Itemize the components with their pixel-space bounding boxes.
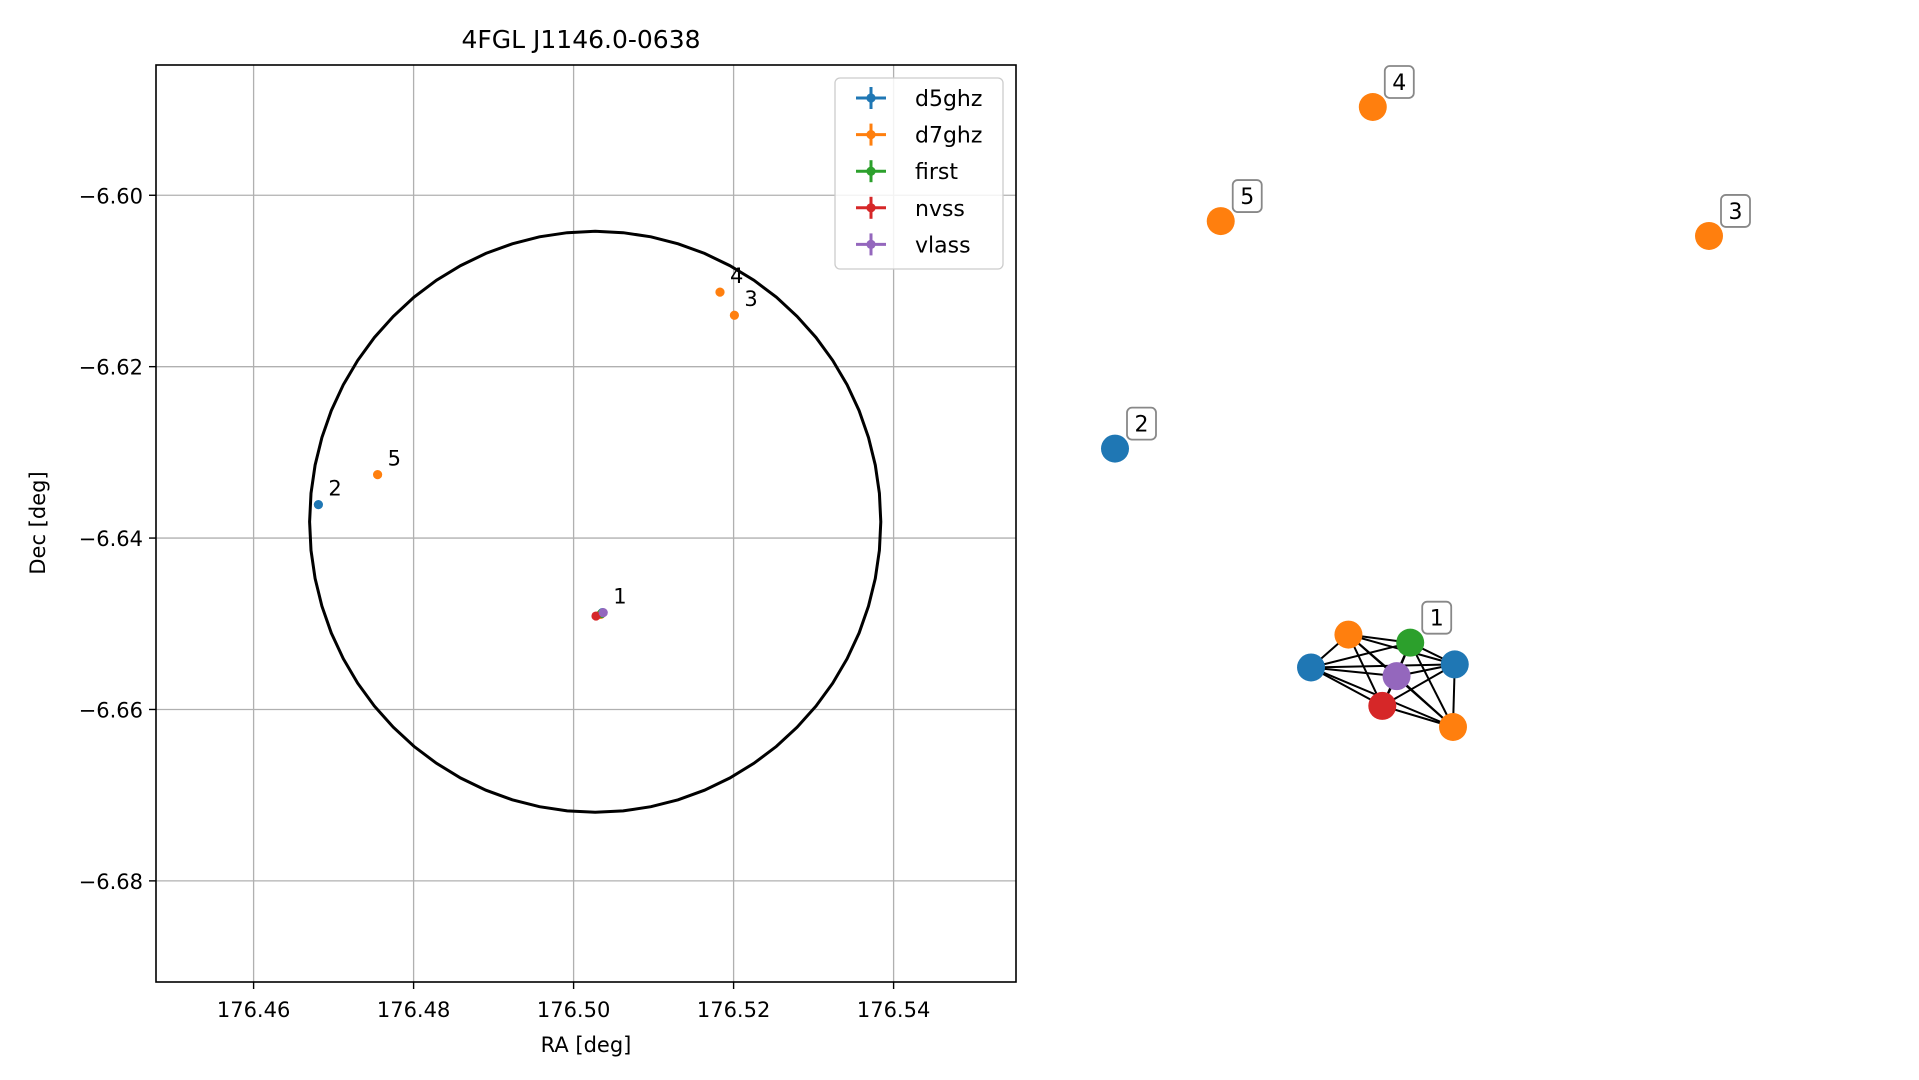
network-label-box <box>1383 65 1415 99</box>
data-point-d7ghz <box>373 470 383 480</box>
y-tick-label: −6.68 <box>79 870 143 894</box>
axes-frame <box>155 64 1017 983</box>
data-point-nvss <box>591 611 601 621</box>
network-node <box>1334 620 1363 649</box>
y-tick-label: −6.60 <box>79 184 143 208</box>
x-axis-label: RA [deg] <box>541 1033 632 1057</box>
legend-marker-dot <box>866 239 876 249</box>
legend-marker-dot <box>866 130 876 140</box>
data-points: 2 43 5 1 <box>313 264 758 621</box>
x-tick-label: 176.48 <box>377 998 450 1022</box>
network-node-labels: 4 5 3 2 1 <box>1126 65 1751 635</box>
network-node <box>1695 221 1723 250</box>
point-annotation: 3 <box>744 287 757 311</box>
network-edge <box>1310 666 1397 678</box>
y-tick-label: −6.62 <box>79 356 143 380</box>
y-tick-label: −6.64 <box>79 527 143 551</box>
network-node <box>1438 713 1467 741</box>
network-panel: 4 5 3 2 1 <box>1101 65 1751 741</box>
network-node-label: 2 <box>1135 413 1149 438</box>
legend-entry-d5ghz: d5ghz <box>915 87 982 112</box>
x-tick-label: 176.54 <box>857 998 930 1022</box>
network-node <box>1206 207 1235 236</box>
legend-marker-dot <box>866 166 876 176</box>
data-point-vlass <box>598 608 608 618</box>
data-point-d7ghz <box>715 287 725 297</box>
legend-entry-first: first <box>915 160 958 185</box>
network-label-box <box>1231 179 1263 213</box>
network-node <box>1297 653 1326 682</box>
legend-marker-dot <box>866 203 876 213</box>
point-annotation: 4 <box>730 264 743 288</box>
network-node <box>1101 434 1129 463</box>
legend-entry-d7ghz: d7ghz <box>915 124 982 149</box>
network-node-label: 3 <box>1729 200 1743 225</box>
network-node-label: 4 <box>1392 71 1406 96</box>
network-label-box <box>1126 406 1157 441</box>
data-point-d5ghz <box>313 500 323 510</box>
network-node-label: 5 <box>1240 185 1254 210</box>
legend-entry-nvss: nvss <box>915 197 965 222</box>
network-node <box>1358 93 1387 121</box>
legend-marker-dot <box>866 93 876 103</box>
point-annotation: 1 <box>613 585 626 609</box>
y-tick-label: −6.66 <box>79 698 143 722</box>
network-label-box <box>1421 600 1453 635</box>
data-point-d7ghz <box>729 310 740 320</box>
network-label-box <box>1720 194 1751 228</box>
point-annotation: 2 <box>328 477 341 501</box>
network-node <box>1440 650 1469 679</box>
legend: d5ghz d7ghz first nvss vlass <box>834 77 1004 270</box>
axis-ticks: 176.46 176.48 176.50 176.52 176.54 −6.60 −6.62… <box>79 184 931 1022</box>
x-tick-label: 176.52 <box>697 998 770 1022</box>
legend-box <box>834 77 1004 270</box>
network-node <box>1368 691 1397 720</box>
chart-title: 4FGL J1146.0-0638 <box>461 25 700 54</box>
y-axis-label: Dec [deg] <box>26 471 50 574</box>
network-node <box>1382 662 1411 691</box>
x-tick-label: 176.46 <box>217 998 290 1022</box>
legend-entry-vlass: vlass <box>915 233 971 258</box>
point-annotation: 5 <box>388 447 401 471</box>
x-tick-label: 176.50 <box>537 998 610 1022</box>
localization-circle <box>308 229 883 814</box>
network-node-label: 1 <box>1430 607 1444 632</box>
network-nodes <box>1101 93 1723 741</box>
network-node <box>1396 628 1425 657</box>
network-edge <box>1409 642 1454 728</box>
scatter-panel: 4FGL J1146.0-0638 176.46 176.48 176.50 176.… <box>26 25 1017 1057</box>
